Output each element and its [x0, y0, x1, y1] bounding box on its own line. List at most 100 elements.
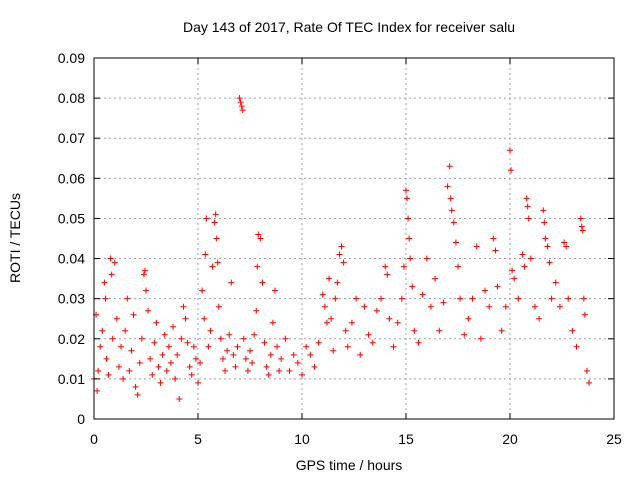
data-point	[253, 307, 260, 314]
data-point	[432, 275, 439, 282]
grid-lines	[94, 58, 614, 419]
data-point	[155, 363, 162, 370]
data-point	[167, 359, 174, 366]
data-point	[269, 319, 276, 326]
data-point	[556, 303, 563, 310]
data-point	[307, 351, 314, 358]
data-point	[255, 231, 262, 238]
data-point	[419, 291, 426, 298]
data-point	[136, 359, 143, 366]
data-point	[212, 211, 219, 218]
data-point	[188, 371, 195, 378]
data-point	[563, 243, 570, 250]
data-point	[357, 351, 364, 358]
data-point	[224, 347, 231, 354]
data-point	[219, 355, 226, 362]
data-point	[405, 215, 412, 222]
data-point	[182, 315, 189, 322]
data-point	[172, 375, 179, 382]
data-point	[222, 367, 229, 374]
data-point	[507, 147, 513, 154]
data-point	[259, 279, 266, 286]
data-point	[477, 335, 484, 342]
data-point	[115, 363, 122, 370]
data-point	[184, 339, 191, 346]
data-point	[369, 339, 376, 346]
data-point	[276, 367, 283, 374]
data-point	[215, 303, 222, 310]
data-point	[242, 355, 249, 362]
data-point	[178, 335, 185, 342]
y-tick-label: 0.08	[58, 90, 85, 106]
x-axis-label: GPS time / hours	[296, 457, 403, 473]
x-tick-label: 5	[194, 431, 202, 447]
data-point	[122, 327, 129, 334]
data-point	[519, 251, 526, 258]
data-point	[457, 295, 464, 302]
y-axis-label: ROTI / TECUs	[7, 193, 23, 283]
data-point	[207, 327, 214, 334]
data-point	[145, 307, 152, 314]
data-point	[404, 195, 411, 202]
data-point	[398, 295, 405, 302]
data-point	[128, 347, 135, 354]
data-point	[373, 307, 380, 314]
data-point	[290, 351, 297, 358]
data-point	[153, 319, 160, 326]
data-point	[321, 303, 328, 310]
chart-title: Day 143 of 2017, Rate Of TEC Index for r…	[183, 19, 515, 35]
data-point	[328, 315, 335, 322]
data-point	[330, 347, 337, 354]
data-point	[267, 351, 274, 358]
y-tick-label: 0	[77, 411, 85, 427]
y-axis-ticks: 0 0.01 0.02 0.03 0.04 0.05 0.06 0.07 0.08 0.09	[58, 50, 614, 427]
data-point	[348, 319, 355, 326]
data-point	[151, 339, 158, 346]
data-point	[334, 279, 341, 286]
data-point	[552, 279, 559, 286]
data-point	[541, 219, 548, 226]
data-point	[490, 235, 497, 242]
data-point	[461, 331, 468, 338]
data-point	[214, 259, 221, 266]
data-point	[228, 279, 235, 286]
data-point	[523, 195, 530, 202]
x-tick-label: 15	[398, 431, 414, 447]
data-point	[524, 203, 531, 210]
data-point	[378, 295, 385, 302]
data-point	[440, 299, 447, 306]
data-point	[232, 363, 239, 370]
data-point	[486, 303, 493, 310]
data-point	[509, 267, 516, 274]
data-point	[384, 271, 391, 278]
data-point	[578, 223, 585, 230]
data-point	[180, 303, 187, 310]
data-point	[217, 335, 224, 342]
data-point	[323, 319, 330, 326]
data-point	[195, 379, 201, 386]
data-point	[140, 271, 147, 278]
data-point	[561, 239, 568, 246]
data-point	[531, 303, 538, 310]
data-point	[199, 287, 206, 294]
data-point	[409, 283, 416, 290]
data-point	[344, 343, 351, 350]
data-point	[400, 263, 407, 270]
data-point	[311, 363, 318, 370]
data-point	[239, 107, 246, 114]
x-tick-label: 20	[502, 431, 518, 447]
data-point	[108, 271, 115, 278]
data-point	[544, 243, 551, 250]
data-point	[303, 343, 310, 350]
data-point	[211, 219, 218, 226]
data-point	[213, 235, 220, 242]
data-point	[423, 255, 430, 262]
data-point	[271, 287, 278, 294]
data-point	[508, 167, 515, 174]
data-point	[190, 343, 197, 350]
data-point	[326, 275, 333, 282]
data-point	[109, 335, 116, 342]
y-tick-label: 0.01	[58, 371, 85, 387]
data-point	[176, 395, 183, 402]
